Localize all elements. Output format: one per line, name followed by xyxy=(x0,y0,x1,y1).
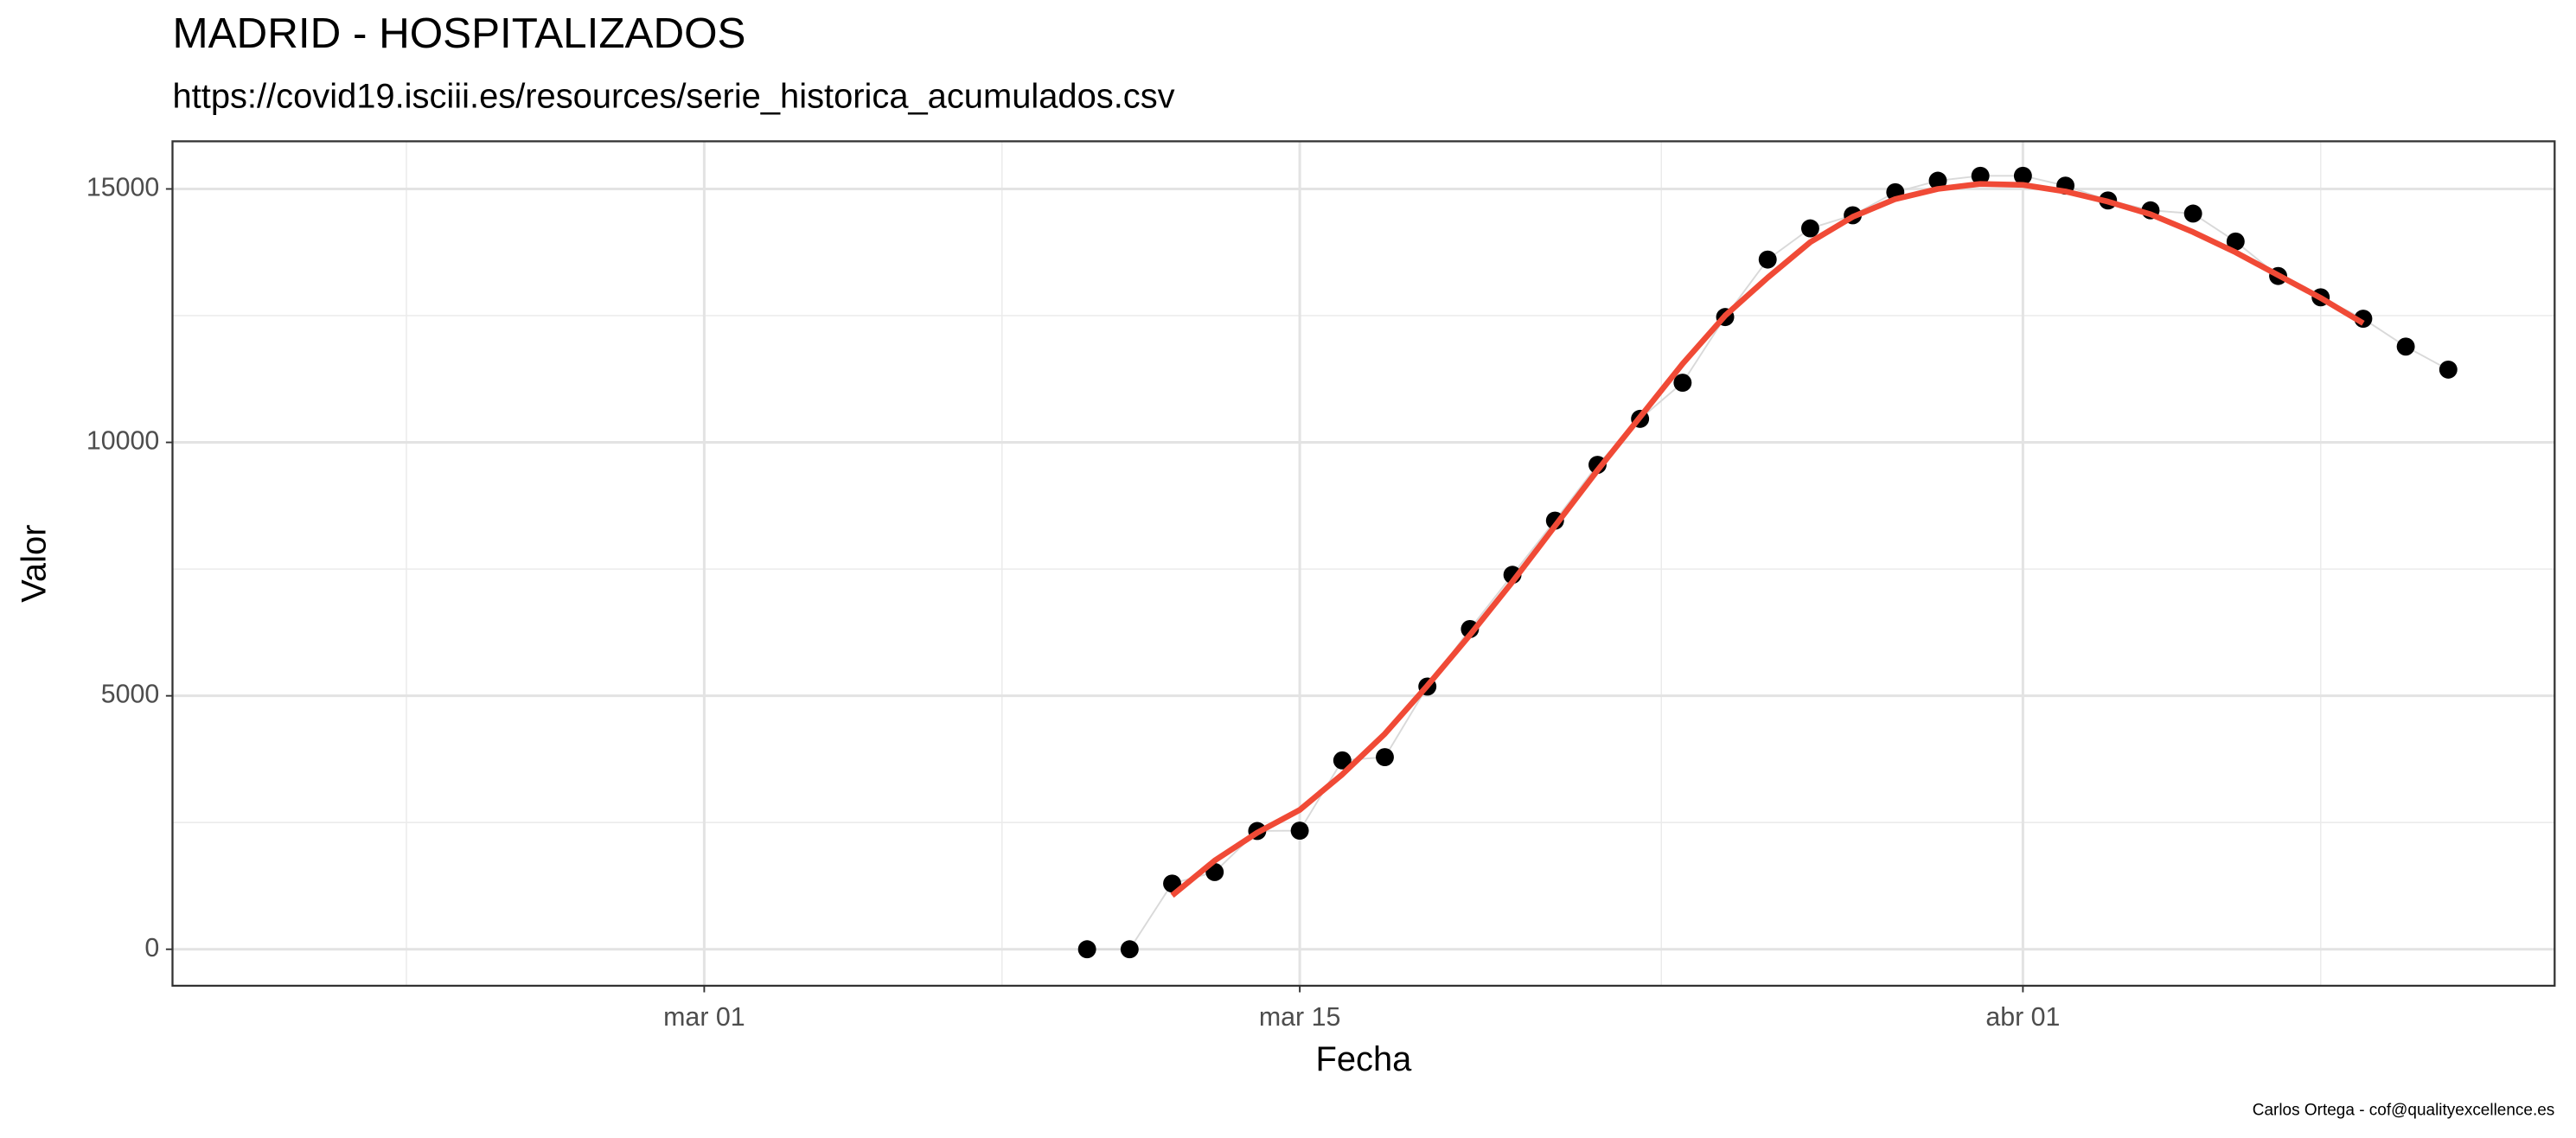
chart-title: MADRID - HOSPITALIZADOS xyxy=(172,10,745,57)
point xyxy=(1120,940,1139,959)
x-axis-label: Fecha xyxy=(1315,1040,1412,1078)
point xyxy=(1928,171,1947,190)
point xyxy=(1758,250,1777,269)
point xyxy=(1673,374,1692,393)
point xyxy=(1163,874,1181,893)
point xyxy=(1376,748,1394,767)
chart-subtitle: https://covid19.isciii.es/resources/seri… xyxy=(172,78,1174,116)
point xyxy=(2226,232,2245,251)
point xyxy=(2013,166,2032,185)
point xyxy=(1971,166,1990,185)
point xyxy=(1800,219,1819,238)
y-tick-label: 10000 xyxy=(86,426,159,456)
y-tick-label: 15000 xyxy=(86,173,159,202)
y-tick-label: 0 xyxy=(144,933,159,962)
point xyxy=(1333,751,1352,770)
caption: Carlos Ortega - cof@qualityexcellence.es xyxy=(2253,1101,2555,1119)
y-axis-label: Valor xyxy=(15,525,53,603)
x-tick-label: abr 01 xyxy=(1985,1002,2060,1032)
y-tick-label: 5000 xyxy=(101,680,160,709)
x-tick-label: mar 15 xyxy=(1259,1002,1341,1032)
point xyxy=(2439,360,2458,379)
point xyxy=(1290,822,1309,841)
x-tick-label: mar 01 xyxy=(663,1002,745,1032)
point xyxy=(2396,337,2415,356)
smooth-line xyxy=(1170,181,2365,898)
point xyxy=(1077,940,1096,959)
point xyxy=(2183,204,2202,223)
panel-border xyxy=(171,140,2556,988)
